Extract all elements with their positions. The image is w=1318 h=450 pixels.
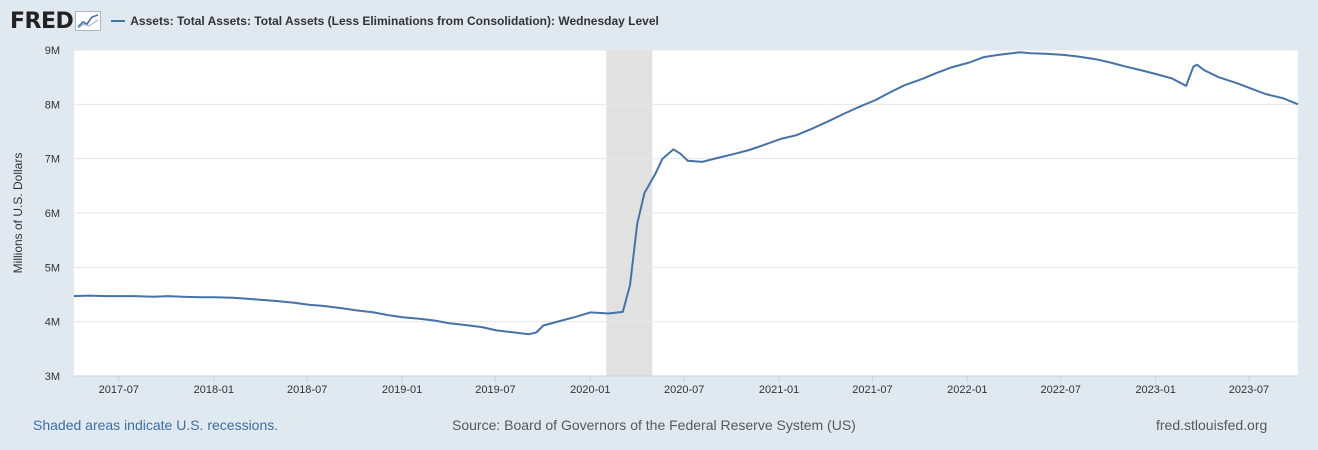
y-tick-label: 5M <box>45 262 60 274</box>
line-chart-icon <box>75 11 102 31</box>
y-tick-label: 8M <box>45 99 60 111</box>
logo-text: FRED <box>10 8 74 34</box>
fred-logo[interactable]: FRED <box>10 8 102 34</box>
x-tick-label: 2020-07 <box>664 384 704 396</box>
series-line <box>73 51 1299 336</box>
x-tick-label: 2017-07 <box>99 384 139 396</box>
x-tick-label: 2020-01 <box>570 384 610 396</box>
y-tick-label: 7M <box>45 154 60 166</box>
x-tick-label: 2021-07 <box>852 384 892 396</box>
recession-note[interactable]: Shaded areas indicate U.S. recessions. <box>33 417 279 433</box>
site-link[interactable]: fred.stlouisfed.org <box>1156 417 1268 433</box>
y-tick-label: 6M <box>45 208 60 220</box>
x-tick-label: 2019-01 <box>382 384 422 396</box>
x-tick-label: 2018-07 <box>287 384 327 396</box>
x-tick-label: 2019-07 <box>475 384 515 396</box>
legend-label: Assets: Total Assets: Total Assets (Less… <box>130 14 659 28</box>
x-tick-label: 2018-01 <box>194 384 234 396</box>
chart-header: FRED Assets: Total Assets: Total Assets … <box>10 8 659 34</box>
x-tick-label: 2021-01 <box>759 384 799 396</box>
legend-swatch <box>111 20 126 22</box>
x-tick-label: 2022-01 <box>947 384 987 396</box>
x-tick-label: 2023-01 <box>1135 384 1175 396</box>
x-tick-label: 2022-07 <box>1041 384 1081 396</box>
y-tick-label: 4M <box>45 317 60 329</box>
y-tick-label: 3M <box>45 371 60 383</box>
legend[interactable]: Assets: Total Assets: Total Assets (Less… <box>111 14 659 28</box>
y-axis-title: Millions of U.S. Dollars <box>11 153 25 274</box>
x-tick-label: 2023-07 <box>1229 384 1269 396</box>
source-note: Source: Board of Governors of the Federa… <box>452 417 856 433</box>
y-tick-label: 9M <box>45 45 60 57</box>
